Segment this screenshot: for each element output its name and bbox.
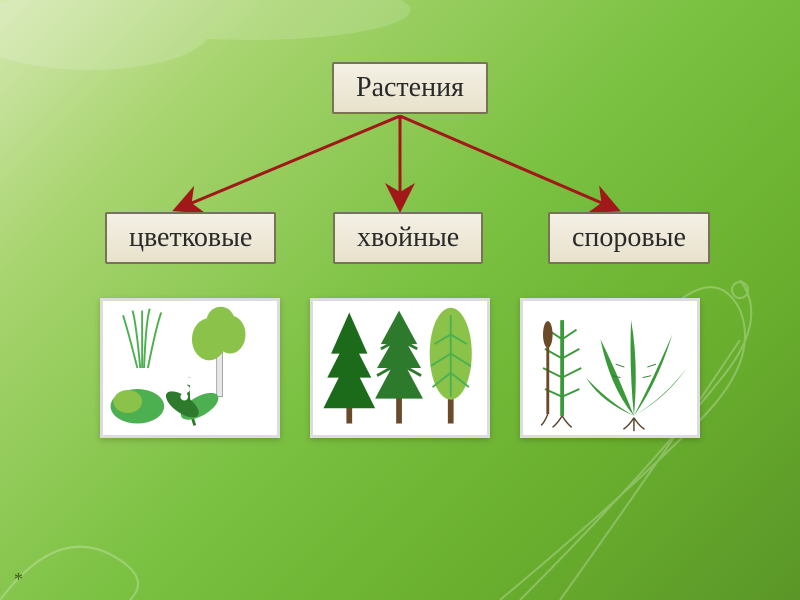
root-node: Растения: [332, 62, 488, 114]
illustration-coniferous: [310, 298, 490, 438]
illustration-spore: [520, 298, 700, 438]
child-node-coniferous: хвойные: [333, 212, 483, 264]
child-node-flowering: цветковые: [105, 212, 276, 264]
child-label: хвойные: [357, 222, 459, 253]
child-label: споровые: [572, 222, 686, 253]
root-label: Растения: [356, 72, 464, 103]
child-label: цветковые: [129, 222, 252, 253]
spore-plants-icon: [523, 301, 697, 435]
coniferous-trees-icon: [313, 301, 487, 435]
illustration-flowering: [100, 298, 280, 438]
diagram: Растения цветковые хвойные споровые: [0, 0, 800, 600]
footnote-marker: *: [14, 569, 23, 590]
flowering-plants-icon: [103, 301, 277, 435]
child-node-spore: споровые: [548, 212, 710, 264]
